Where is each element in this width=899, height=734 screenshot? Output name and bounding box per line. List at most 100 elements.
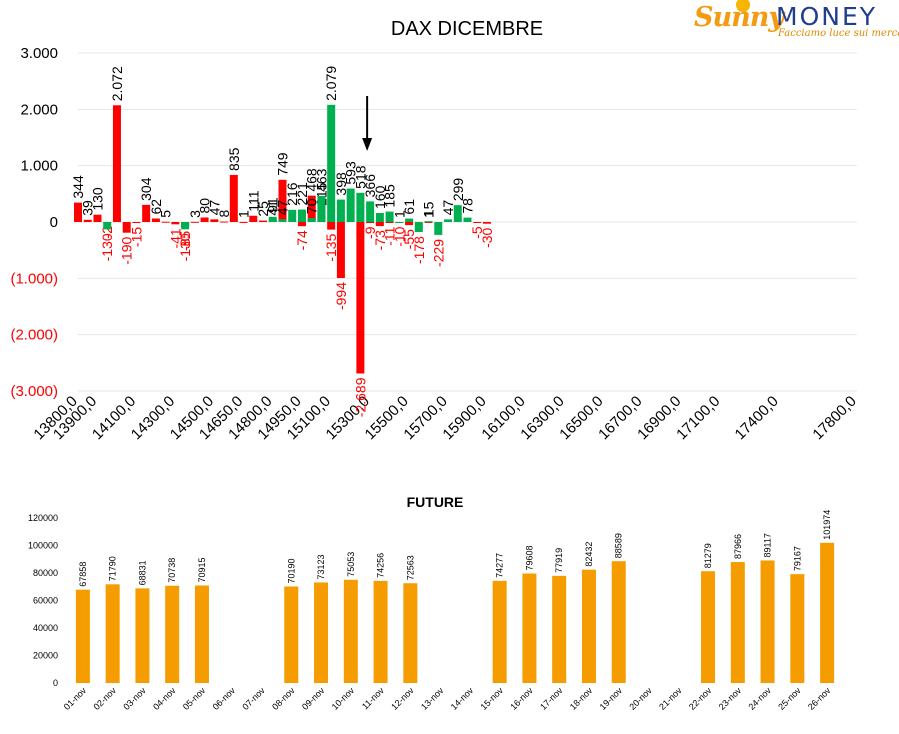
x-tick-label: 20-nov (627, 685, 654, 712)
data-label: 1 (236, 210, 252, 218)
x-tick-label: 06-nov (211, 685, 238, 712)
bar (327, 222, 336, 230)
data-label: 366 (362, 174, 378, 198)
data-label: 299 (450, 178, 466, 202)
data-label: -30 (479, 227, 495, 247)
x-tick-label: 02-nov (92, 685, 119, 712)
bar (327, 104, 336, 222)
y-tick-label: 120000 (28, 513, 58, 523)
chart-title: DAX DICEMBRE (391, 18, 543, 40)
data-label: 835 (226, 147, 242, 171)
data-label: 89117 (763, 533, 773, 557)
data-label: 344 (70, 175, 86, 199)
bar (278, 219, 287, 222)
data-label: 62 (148, 199, 164, 215)
data-label: -135 (323, 233, 339, 261)
x-tick-label: 14-nov (449, 685, 476, 712)
y-tick-label: 0 (50, 214, 58, 231)
data-label: 88589 (614, 533, 624, 558)
data-label: -73 (372, 230, 388, 250)
bar (790, 574, 805, 683)
data-label: 78 (460, 198, 476, 214)
bar (482, 222, 491, 224)
bar (249, 215, 258, 222)
data-label: 87966 (733, 534, 743, 559)
data-label: -130 (177, 233, 193, 261)
x-tick-label: 15-nov (479, 685, 506, 712)
bar (444, 219, 453, 222)
x-tick-label: 11-nov (360, 685, 386, 711)
data-label: -5 (469, 226, 485, 239)
bar (171, 222, 180, 225)
bar (611, 561, 626, 683)
data-label: 80 (197, 198, 213, 214)
x-tick-label: 16-nov (508, 685, 535, 712)
bar (181, 222, 190, 230)
bar (730, 562, 745, 683)
data-label: 1 (391, 210, 407, 218)
bar (284, 586, 299, 683)
bar (403, 583, 418, 683)
data-label: 67858 (78, 562, 88, 587)
data-label: 463 (313, 168, 329, 192)
data-label: -10 (391, 226, 407, 246)
bar (210, 219, 219, 222)
bar (414, 222, 423, 233)
bar (83, 219, 92, 222)
y-tick-label: 3.000 (20, 45, 58, 62)
x-tick-label: 08-nov (270, 685, 297, 712)
bar (343, 579, 358, 683)
bar (161, 221, 170, 223)
bar (336, 222, 345, 278)
logo-word-money: MONEY (776, 2, 878, 31)
data-label: 47 (274, 200, 290, 216)
data-label: 70 (304, 198, 320, 214)
data-label: 72563 (405, 555, 415, 580)
data-label: 749 (274, 152, 290, 176)
bar (268, 216, 277, 222)
data-label: 82432 (584, 542, 594, 567)
data-label: 468 (304, 168, 320, 192)
sunny-money-logo: Sunny MONEY Facciamo luce sui mercati (690, 0, 899, 42)
bar (581, 569, 596, 683)
data-label: 47 (440, 200, 456, 216)
bar (366, 222, 375, 223)
bar (760, 560, 775, 683)
x-tick-label: 07-nov (240, 685, 267, 712)
bar (395, 222, 404, 223)
y-tick-label: 0 (53, 678, 58, 688)
data-label: 74256 (376, 553, 386, 578)
bar (194, 585, 209, 683)
x-tick-label: 10-nov (330, 685, 357, 712)
bar (297, 222, 306, 227)
x-tick-label: 01-nov (62, 685, 89, 712)
bar (229, 174, 238, 222)
y-tick-label: 20000 (33, 651, 58, 661)
bar (132, 222, 141, 223)
y-tick-label: 80000 (33, 568, 58, 578)
bar (200, 217, 209, 222)
data-label: 216 (284, 182, 300, 206)
sun-icon (736, 0, 750, 12)
x-tick-label: 22-nov (687, 685, 714, 712)
bar (151, 218, 160, 222)
bar (239, 221, 248, 223)
data-label: 70738 (167, 558, 177, 583)
data-label: 221 (294, 182, 310, 206)
data-label: 304 (138, 177, 154, 201)
x-tick-label: 17400,0 (732, 393, 782, 443)
bar (74, 202, 82, 222)
y-tick-label: 40000 (33, 623, 58, 633)
data-label: 1 (421, 210, 437, 218)
bar (405, 218, 414, 222)
bar (820, 542, 835, 683)
data-label: 8 (216, 210, 232, 218)
dax-december-chart: DAX DICEMBRE 3.000 2.000 1.000 0 (1.000) (2.00… (10, 18, 859, 443)
data-label: 79608 (524, 546, 534, 571)
data-label: 130 (89, 187, 105, 211)
data-label: -55 (401, 229, 417, 249)
x-tick-label: 21-nov (657, 685, 684, 712)
data-label: 70190 (286, 558, 296, 583)
data-label: -9 (362, 226, 378, 239)
bar (385, 222, 394, 223)
